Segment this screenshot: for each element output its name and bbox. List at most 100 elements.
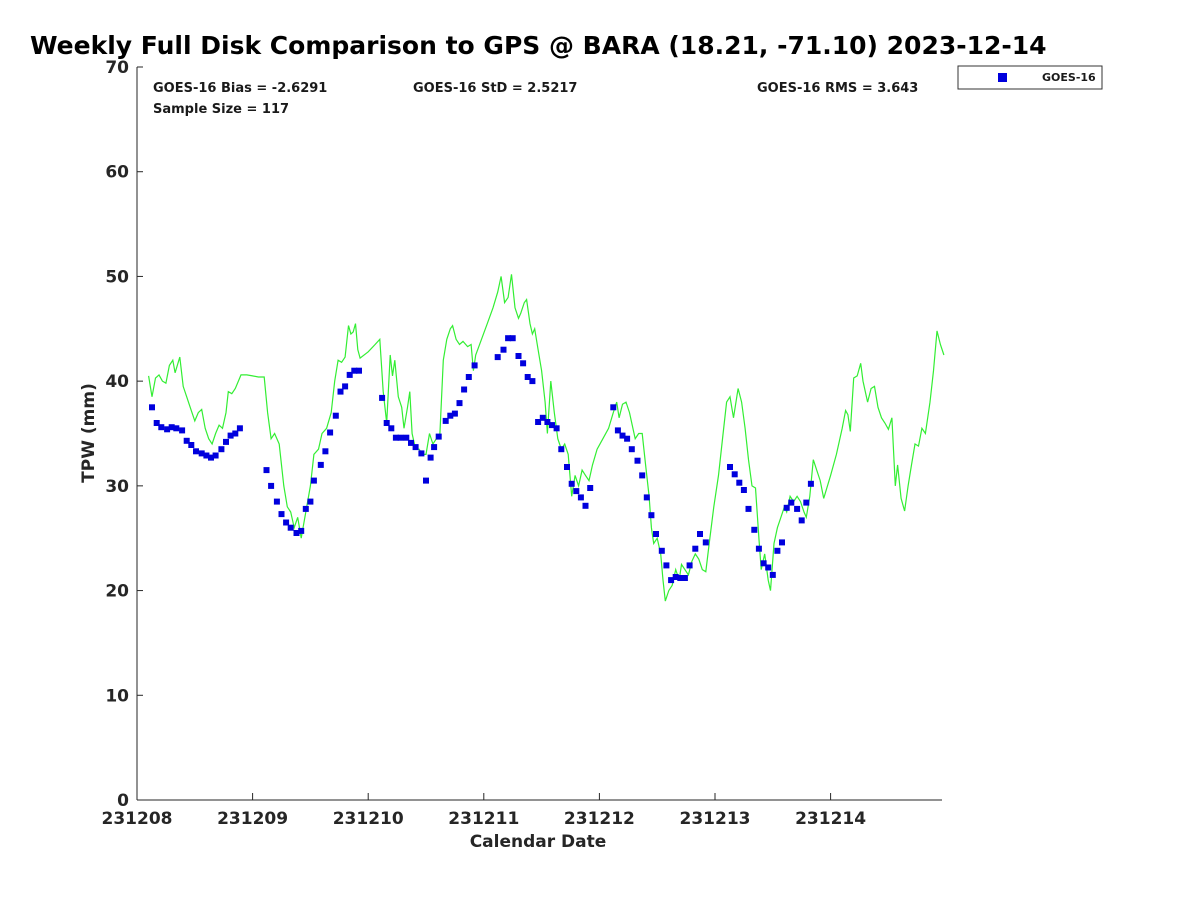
x-tick-label: 231211: [448, 809, 519, 829]
goes-16-data-point: [198, 450, 205, 457]
goes-16-data-point: [179, 427, 186, 434]
goes-16-data-point: [232, 430, 239, 437]
goes-16-data-point: [558, 446, 565, 453]
y-tick-label: 40: [105, 372, 129, 392]
goes-16-data-point: [317, 461, 324, 468]
goes-16-data-point: [327, 429, 334, 436]
goes-16-data-point: [740, 487, 747, 493]
goes-16-data-point: [535, 419, 542, 425]
goes-16-data-point: [158, 424, 165, 431]
rms-stat: GOES-16 RMS = 3.643: [757, 81, 918, 96]
goes-16-data-point: [573, 488, 580, 495]
goes-16-data-point: [745, 505, 752, 512]
goes-16-data-point: [788, 499, 795, 506]
goes-16-data-point: [783, 504, 790, 511]
goes-16-data-point: [227, 432, 234, 439]
x-tick-label: 231208: [102, 809, 173, 829]
goes-16-data-point: [672, 574, 679, 580]
goes-16-data-point: [379, 394, 386, 401]
goes-16-data-point: [760, 560, 767, 567]
goes-16-data-point: [798, 517, 805, 524]
goes-16-data-point: [442, 417, 449, 424]
goes-16-data-point: [471, 362, 478, 369]
goes-16-data-point: [212, 452, 219, 459]
goes-16-data-point: [751, 526, 758, 533]
goes-16-data-point: [268, 482, 275, 489]
goes-16-data-point: [727, 464, 733, 470]
goes-16-data-point: [337, 388, 344, 395]
y-tick-label: 70: [105, 58, 129, 78]
goes-16-data-point: [423, 477, 429, 484]
goes-16-data-point: [263, 467, 270, 474]
goes-16-data-point: [582, 502, 589, 509]
goes-16-data-point: [183, 437, 190, 444]
goes-16-data-point: [755, 545, 762, 552]
goes-16-data-point: [692, 545, 699, 552]
goes-16-data-point: [302, 505, 309, 512]
goes-16-data-point: [520, 360, 527, 367]
goes-16-data-point: [634, 457, 641, 464]
goes-16-data-point: [568, 480, 575, 487]
goes-16-data-point: [293, 530, 300, 536]
goes-16-data-point: [539, 414, 546, 421]
goes-16-data-point: [648, 512, 655, 519]
goes-16-data-point: [346, 371, 353, 378]
goes-16-data-point: [610, 404, 617, 411]
goes-16-data-point: [236, 425, 243, 432]
goes-16-data-point: [208, 454, 214, 461]
goes-16-data-point: [564, 464, 570, 470]
goes-16-data-point: [418, 450, 425, 457]
goes-16-data-point: [408, 439, 414, 446]
goes-series-points: [149, 335, 814, 584]
goes-16-data-point: [351, 367, 358, 374]
goes-16-data-point: [193, 448, 199, 455]
sample-size-stat: Sample Size = 117: [153, 102, 289, 117]
legend-marker-goes-16: [998, 73, 1007, 82]
y-tick-label: 20: [105, 582, 129, 602]
goes-16-data-point: [322, 448, 329, 455]
goes-16-data-point: [173, 425, 180, 432]
goes-16-data-point: [218, 446, 225, 453]
chart-title: Weekly Full Disk Comparison to GPS @ BAR…: [30, 31, 1047, 60]
y-axis-label: TPW (mm): [79, 383, 99, 483]
goes-16-data-point: [697, 531, 703, 537]
goes-16-data-point: [515, 353, 522, 359]
goes-16-data-point: [188, 442, 195, 448]
y-tick-label: 60: [105, 163, 129, 183]
goes-16-data-point: [435, 433, 442, 440]
goes-16-data-point: [447, 412, 454, 419]
goes-16-data-point: [653, 531, 659, 537]
goes-16-data-point: [388, 425, 395, 432]
goes-16-data-point: [332, 412, 339, 419]
goes-16-data-point: [614, 427, 621, 434]
goes-16-data-point: [544, 419, 551, 425]
goes-16-data-point: [577, 494, 584, 501]
goes-16-data-point: [287, 524, 294, 531]
goes-16-data-point: [663, 562, 670, 569]
goes-16-data-point: [702, 539, 709, 546]
goes-16-data-point: [639, 472, 646, 479]
goes-16-data-point: [168, 424, 175, 431]
goes-16-data-point: [397, 434, 404, 441]
goes-16-data-point: [779, 539, 785, 546]
goes-16-data-point: [273, 498, 280, 505]
goes-16-data-point: [494, 354, 501, 361]
x-axis-label: Calendar Date: [470, 832, 607, 852]
goes-16-data-point: [310, 477, 317, 484]
goes-16-data-point: [803, 499, 810, 506]
goes-16-data-point: [427, 454, 434, 461]
goes-16-data-point: [807, 480, 814, 487]
goes-16-data-point: [619, 432, 626, 439]
bias-stat: GOES-16 Bias = -2.6291: [153, 81, 327, 96]
x-tick-label: 231210: [333, 809, 404, 829]
goes-16-data-point: [529, 378, 536, 385]
x-ticks: 231208 231209 231210 231211 231212 231213 2312…: [102, 793, 866, 829]
goes-16-data-point: [769, 571, 776, 578]
goes-16-data-point: [587, 485, 594, 491]
goes-16-data-point: [431, 444, 438, 451]
goes-16-data-point: [342, 383, 349, 390]
goes-16-data-point: [736, 479, 743, 486]
legend-label-goes-16: GOES-16: [1042, 71, 1096, 84]
goes-16-data-point: [278, 511, 285, 518]
legend: GOES-16: [957, 65, 1103, 90]
